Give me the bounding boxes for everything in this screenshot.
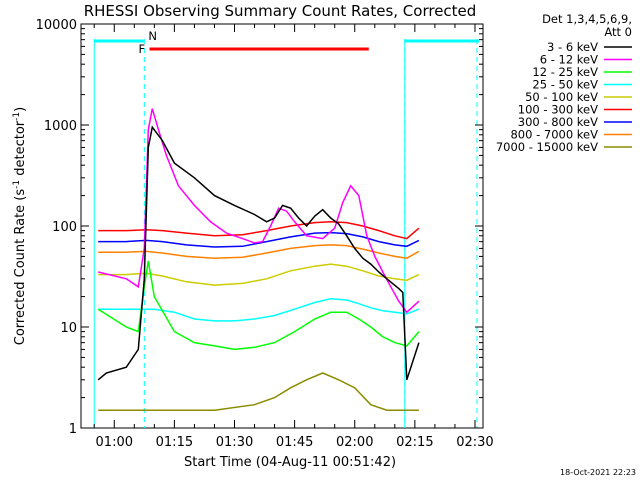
x-axis-label: Start Time (04-Aug-11 00:51:42): [184, 455, 396, 470]
timestamp: 18-Oct-2021 22:23: [560, 468, 636, 477]
legend-label: 3 - 6 keV: [547, 40, 598, 54]
chart-title: RHESSI Observing Summary Count Rates, Co…: [84, 2, 477, 20]
y-axis-label: Corrected Count Rate (s-1 detector-1): [12, 107, 28, 345]
plot-frame: [80, 23, 484, 429]
x-tick-label: 01:45: [276, 435, 313, 450]
legend-label: 100 - 300 keV: [518, 103, 598, 117]
series-line: [97, 260, 420, 351]
x-tick-label: 01:30: [216, 435, 253, 450]
legend-label: 50 - 100 keV: [525, 90, 598, 104]
legend-label: 6 - 12 keV: [540, 53, 598, 67]
series-line: [98, 231, 420, 248]
series-line: [97, 125, 420, 381]
x-tick-label: 02:30: [456, 435, 493, 450]
observation-markers: FN: [93, 29, 479, 428]
legend-label: 300 - 800 keV: [518, 115, 598, 129]
x-tick-label: 02:15: [396, 435, 433, 450]
x-tick-label: 01:00: [96, 435, 133, 450]
series-line: [98, 244, 420, 259]
x-axis-ticks: 01:00 01:15 01:30 01:45 02:00 02:15 02:30: [93, 24, 494, 450]
series-line: [98, 298, 420, 322]
x-tick-label: 01:15: [156, 435, 193, 450]
flare-flag-label: F: [139, 42, 146, 56]
x-tick-label: 02:00: [336, 435, 373, 450]
y-axis-ticks: 1 10 100 1000 10000: [36, 18, 483, 437]
legend-label: 25 - 50 keV: [532, 78, 598, 92]
legend-label: 12 - 25 keV: [532, 65, 598, 79]
series-line: [98, 372, 419, 411]
series-lines: [97, 108, 420, 411]
legend-label: 800 - 7000 keV: [510, 128, 598, 142]
y-tick-label: 1000: [44, 119, 77, 134]
legend-header-line2: Att 0: [604, 25, 632, 39]
y-tick-label: 10: [60, 321, 77, 336]
y-tick-label: 10000: [36, 18, 77, 33]
night-flag-label: N: [148, 29, 157, 43]
y-tick-label: 1: [69, 422, 77, 437]
series-line: [98, 221, 420, 240]
y-tick-label: 100: [52, 220, 77, 235]
legend-label: 7000 - 15000 keV: [496, 140, 598, 154]
legend-header-line1: Det 1,3,4,5,6,9,: [542, 12, 632, 26]
